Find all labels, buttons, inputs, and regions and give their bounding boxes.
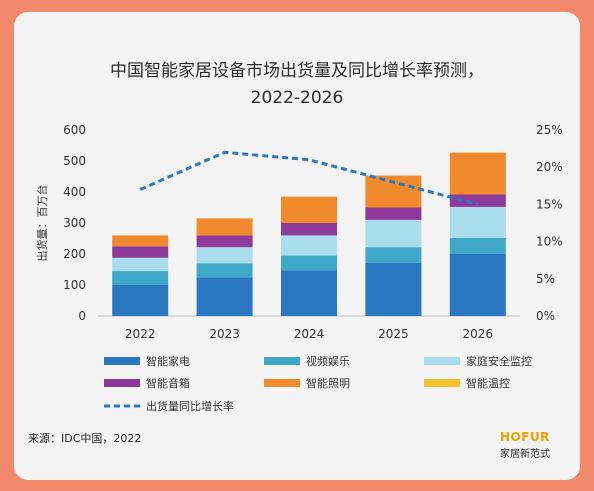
bar-segment	[365, 207, 422, 220]
bar-segment	[112, 246, 169, 258]
legend-label: 智能音箱	[146, 376, 190, 390]
bar-segment	[281, 223, 337, 236]
legend-swatch	[424, 357, 460, 365]
y-tick-label: 100	[63, 278, 86, 292]
y-tick-label: 400	[63, 185, 86, 199]
brand-logo-text: HOFUR	[500, 430, 550, 444]
brand-subtitle: 家居新范式	[500, 449, 550, 460]
bar-segment	[196, 218, 253, 236]
bar-segment	[449, 194, 506, 207]
y2-tick-label: 10%	[536, 235, 563, 249]
y-tick-label: 200	[63, 247, 86, 261]
bar-segment	[449, 206, 506, 238]
legend-swatch	[264, 379, 300, 387]
source-note: 来源：IDC中国，2022	[28, 432, 142, 445]
bar-segment	[281, 235, 337, 256]
bar-segment	[365, 219, 422, 248]
legend-label: 智能家电	[146, 354, 190, 368]
bar-segment	[281, 270, 337, 316]
y2-tick-label: 0%	[536, 309, 555, 323]
bar-segment	[281, 196, 337, 223]
growth-rate-line	[139, 150, 479, 206]
brand-logo: HOFUR 家居新范式	[500, 430, 550, 460]
bar-segment	[112, 285, 169, 316]
legend-label: 智能温控	[466, 376, 510, 390]
legend-swatch	[424, 379, 460, 387]
title-line-1: 中国智能家居设备市场出货量及同比增长率预测，	[110, 61, 484, 81]
y-tick-label: 0	[78, 309, 86, 323]
y2-tick-label: 5%	[536, 272, 555, 286]
x-tick-label: 2022	[125, 327, 156, 341]
bar-segment	[365, 247, 422, 263]
bar-segment	[112, 271, 169, 285]
y-tick-label: 500	[63, 154, 86, 168]
bar-segment	[112, 235, 169, 247]
legend-label: 家庭安全监控	[466, 354, 532, 368]
bar-segment	[365, 175, 422, 208]
y-tick-label: 300	[63, 216, 86, 230]
y-axis-label: 出货量：百万台	[35, 185, 49, 262]
y-tick-label: 600	[63, 123, 86, 137]
bar-segment	[449, 254, 506, 316]
title-line-2: 2022-2026	[250, 88, 344, 108]
y2-tick-label: 25%	[536, 123, 563, 137]
bar-segment	[196, 235, 253, 248]
x-tick-label: 2023	[209, 327, 240, 341]
chart-title: 中国智能家居设备市场出货量及同比增长率预测， 2022-2026	[14, 58, 580, 112]
bar-segment	[449, 152, 506, 195]
bar-segment	[449, 237, 506, 254]
legend-swatch	[264, 357, 300, 365]
legend-label: 视频娱乐	[306, 354, 350, 368]
bar-segment	[196, 277, 253, 316]
bar-segment	[365, 262, 422, 316]
bar-segment	[196, 247, 253, 264]
bar-segment	[112, 257, 169, 272]
y2-tick-label: 20%	[536, 160, 563, 174]
x-tick-label: 2024	[294, 327, 325, 341]
bar-segment	[281, 255, 337, 271]
x-tick-label: 2025	[378, 327, 409, 341]
bar-segment	[196, 263, 253, 278]
legend-label: 智能照明	[306, 376, 350, 390]
legend-label: 出货量同比增长率	[146, 399, 234, 413]
x-tick-label: 2026	[463, 327, 494, 341]
legend-swatch	[104, 357, 140, 365]
y2-tick-label: 15%	[536, 197, 563, 211]
legend-swatch	[104, 379, 140, 387]
